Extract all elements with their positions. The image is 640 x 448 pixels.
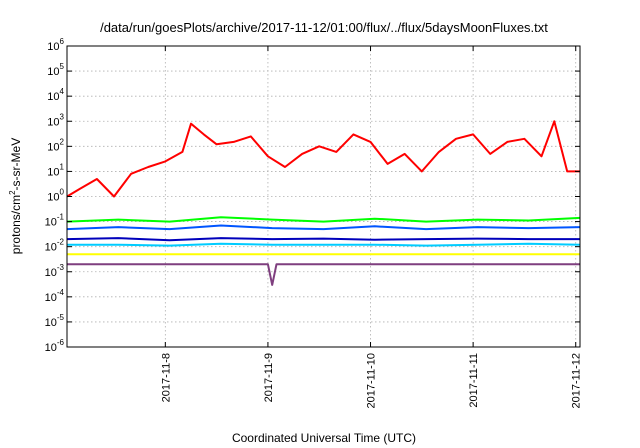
series-layer: [66, 120, 581, 286]
grid-layer: [67, 46, 580, 347]
series-line: [66, 216, 581, 223]
series-line: [66, 224, 581, 231]
x-tick-label: 2017-11-9: [263, 353, 275, 402]
y-tick-label: 104: [47, 87, 64, 103]
y-axis: 10-6 10-5 10-4 10-3 10-2 10-1 100 101 102 103 104 1…: [45, 37, 580, 354]
y-axis-label: protons/cm2-s-sr-MeV: [8, 138, 23, 254]
y-tick-label: 10-1: [45, 213, 65, 229]
y-tick-label: 10-2: [45, 238, 65, 254]
y-tick-label: 103: [47, 112, 64, 128]
x-tick-label: 2017-11-12: [571, 353, 583, 408]
series-line: [66, 237, 580, 242]
y-tick-label: 105: [47, 62, 64, 78]
y-tick-label: 100: [47, 188, 64, 204]
chart-title: /data/run/goesPlots/archive/2017-11-12/0…: [100, 20, 548, 35]
y-tick-label: 102: [47, 137, 64, 153]
x-tick-label: 2017-11-10: [366, 353, 378, 408]
x-axis: 2017-11-8 2017-11-9 2017-11-10 2017-11-11 20…: [160, 46, 583, 408]
y-tick-label: 10-5: [45, 313, 65, 329]
x-tick-label: 2017-11-11: [468, 353, 480, 408]
x-tick-label: 2017-11-8: [160, 353, 172, 402]
series-line: [66, 120, 580, 198]
series-line: [67, 263, 580, 286]
series-line: [67, 242, 581, 247]
x-axis-label: Coordinated Universal Time (UTC): [232, 431, 416, 445]
y-tick-label: 101: [47, 162, 64, 178]
y-tick-label: 106: [47, 37, 64, 53]
y-tick-label: 10-3: [45, 263, 65, 279]
y-tick-label: 10-4: [45, 288, 65, 304]
y-tick-label: 10-6: [45, 338, 65, 354]
